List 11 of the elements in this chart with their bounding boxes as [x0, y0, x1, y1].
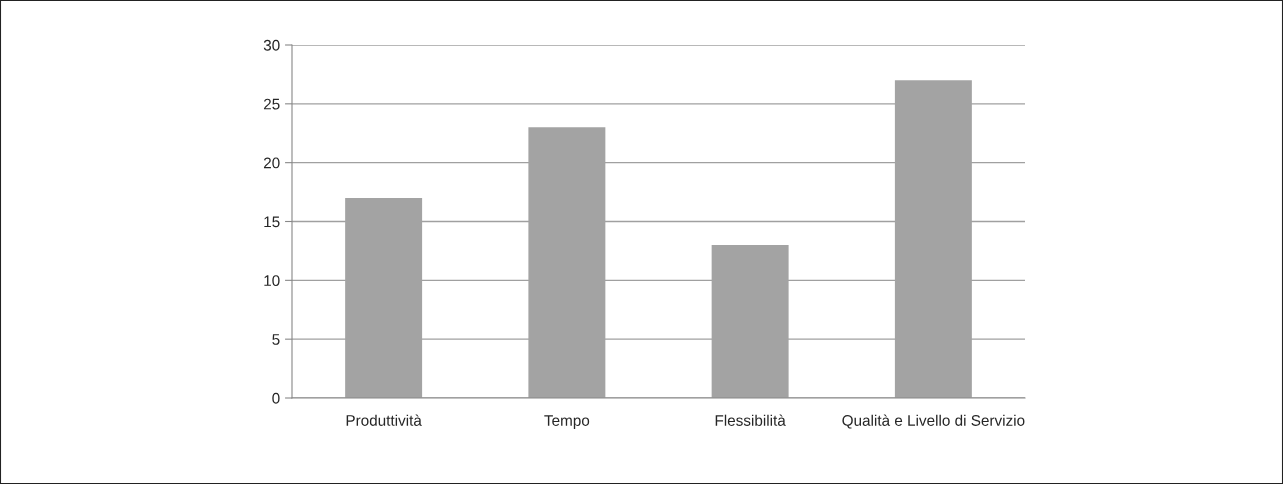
y-tick-label: 20 [263, 157, 280, 169]
x-tick-label: Tempo [544, 415, 590, 429]
y-tick-label: 15 [264, 216, 280, 228]
y-tick-label: 10 [264, 275, 280, 287]
x-tick-label: Produttività [346, 414, 422, 426]
y-tick-label: 25 [263, 98, 280, 110]
x-tick-label: Flessibilità [715, 414, 786, 426]
y-tick-label: 0 [272, 392, 280, 404]
x-tick-label: Qualità e Livello di Servizio [842, 414, 1025, 429]
y-tick-label: 5 [272, 334, 280, 345]
y-tick-label: 30 [263, 39, 280, 51]
